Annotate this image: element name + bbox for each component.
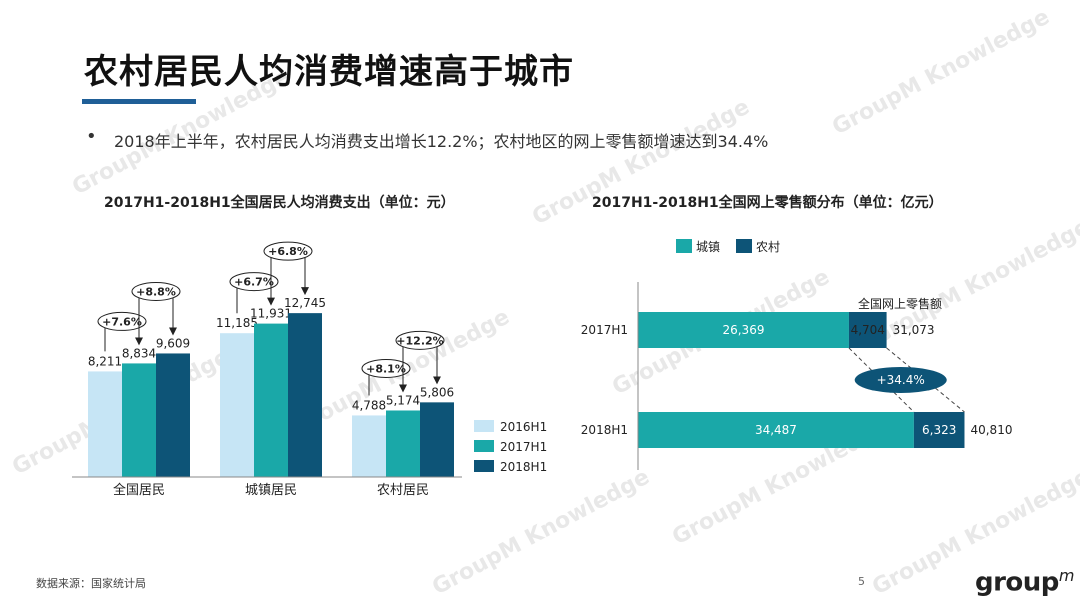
bar-value-label: 8,834 xyxy=(122,346,156,360)
growth-rate-label: +6.7% xyxy=(234,276,274,289)
bar-2018H1-2 xyxy=(420,402,454,477)
growth-rate-label: +12.2% xyxy=(396,334,443,347)
bar-2016H1-1 xyxy=(220,333,254,477)
segment-value-label: 34,487 xyxy=(755,423,797,437)
data-source-note: 数据来源：国家统计局 xyxy=(36,577,146,590)
logo-superscript: m xyxy=(1058,566,1075,585)
logo-text: group xyxy=(975,567,1059,598)
slide-title: 农村居民人均消费增速高于城市 xyxy=(84,52,574,92)
category-label: 2017H1 xyxy=(581,323,628,337)
bar-2018H1-0 xyxy=(156,353,190,477)
total-header: 全国网上零售额 xyxy=(858,296,942,311)
legend-label: 农村 xyxy=(756,240,780,254)
bar-城镇-2018H1 xyxy=(638,412,914,448)
legend-swatch-2016H1 xyxy=(474,420,494,432)
total-value-label: 40,810 xyxy=(970,423,1012,437)
category-label: 城镇居民 xyxy=(245,483,297,498)
growth-rate-label: +6.8% xyxy=(268,245,308,258)
bar-value-label: 5,174 xyxy=(386,393,420,407)
bar-2017H1-2 xyxy=(386,410,420,477)
growth-bubble xyxy=(263,241,313,261)
growth-bubble xyxy=(229,272,279,292)
category-label: 全国居民 xyxy=(113,482,165,498)
legend-label: 2018H1 xyxy=(500,460,547,474)
bar-value-label: 9,609 xyxy=(156,336,190,350)
bar-2017H1-0 xyxy=(122,363,156,477)
title-underline xyxy=(82,99,196,104)
online-retail-chart-title: 2017H1-2018H1全国网上零售额分布（单位：亿元） xyxy=(592,195,943,211)
legend-label: 城镇 xyxy=(696,240,720,254)
growth-bubble xyxy=(97,311,147,331)
groupm-logo: groupm xyxy=(975,566,1075,598)
segment-value-label: 4,704 xyxy=(851,323,885,337)
page-number: 5 xyxy=(858,575,865,588)
bar-value-label: 12,745 xyxy=(284,296,326,310)
bar-value-label: 5,806 xyxy=(420,385,454,399)
growth-bubble xyxy=(361,358,411,378)
bar-2016H1-0 xyxy=(88,371,122,477)
bar-value-label: 11,185 xyxy=(216,316,258,330)
bar-农村-2018H1 xyxy=(913,412,965,448)
growth-bubble xyxy=(131,281,181,301)
legend-swatch-城镇 xyxy=(676,239,692,253)
segment-value-label: 26,369 xyxy=(722,323,764,337)
legend-label: 2016H1 xyxy=(500,420,547,434)
legend-label: 2017H1 xyxy=(500,440,547,454)
total-value-label: 31,073 xyxy=(893,323,935,337)
growth-rate-label: +7.6% xyxy=(102,315,142,328)
legend-swatch-农村 xyxy=(736,239,752,253)
bar-2018H1-1 xyxy=(288,313,322,477)
bar-农村-2017H1 xyxy=(848,312,887,348)
growth-bubble xyxy=(395,330,445,350)
bar-2017H1-1 xyxy=(254,323,288,477)
bar-2016H1-2 xyxy=(352,415,386,477)
bullet-text: 2018年上半年，农村居民人均消费支出增长12.2%；农村地区的网上零售额增速达… xyxy=(114,132,769,151)
category-label: 2018H1 xyxy=(581,423,628,437)
bar-value-label: 4,788 xyxy=(352,398,386,412)
legend-swatch-2017H1 xyxy=(474,440,494,452)
bullet-marker: • xyxy=(86,126,97,147)
consumption-chart-title: 2017H1-2018H1全国居民人均消费支出（单位：元） xyxy=(104,195,455,211)
bar-value-label: 8,211 xyxy=(88,354,122,368)
growth-rate-label: +8.8% xyxy=(136,285,176,298)
legend-swatch-2018H1 xyxy=(474,460,494,472)
growth-rate-label: +34.4% xyxy=(877,373,925,387)
bar-value-label: 11,931 xyxy=(250,307,292,321)
segment-value-label: 6,323 xyxy=(922,423,956,437)
category-label: 农村居民 xyxy=(377,483,429,498)
growth-bubble xyxy=(854,367,947,393)
growth-rate-label: +8.1% xyxy=(366,362,406,375)
bar-城镇-2017H1 xyxy=(638,312,849,348)
